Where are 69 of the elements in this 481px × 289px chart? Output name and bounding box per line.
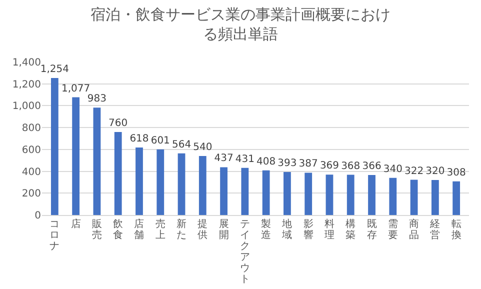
data-label: 1,254 [40,64,69,75]
x-tick-label: 転換 [450,219,462,241]
x-tick-label: 地域 [281,219,294,241]
data-label: 431 [235,154,254,165]
data-label: 760 [108,118,128,129]
y-tick-label: 1,000 [12,101,41,112]
bar [389,178,397,215]
bar [431,180,439,215]
bar [220,167,228,215]
x-tick-label: 経営 [429,219,442,241]
x-tick-label: 販売 [90,219,103,241]
data-label: 340 [383,164,402,175]
x-tick-label: テイクアウト [238,219,251,285]
chart-title: 宿泊・飲食サービス業の事業計画概要における頻出単語 [90,6,390,43]
data-label: 320 [426,166,445,178]
x-tick-label: 構築 [344,219,357,241]
y-tick-label: 1,200 [12,79,41,90]
data-label: 366 [362,161,382,172]
bar [93,108,101,215]
bar [326,174,334,215]
bar [156,149,164,215]
bar [50,78,58,215]
y-tick-label: 0 [34,210,41,222]
data-label: 540 [193,142,212,153]
bar [198,156,206,215]
x-tick-label: 展開 [218,219,230,241]
bar [410,180,418,215]
data-label: 1,077 [62,83,90,94]
bar [136,147,143,215]
x-tick-label: 需要 [386,219,399,241]
x-tick-label: 売上 [154,219,166,241]
bar [284,172,291,215]
data-label: 368 [341,160,360,172]
data-label: 437 [214,153,234,164]
bar [262,170,270,215]
y-tick-label: 800 [22,123,41,134]
x-tick-label: 店舗 [133,219,146,241]
data-label: 564 [172,139,192,150]
data-label: 369 [320,160,340,172]
y-tick-label: 200 [22,188,41,200]
bar [114,132,122,215]
data-label: 983 [87,94,107,105]
data-label: 387 [298,158,318,170]
x-tick-label: 飲食 [112,219,124,241]
x-tick-label: 店 [70,219,82,230]
y-tick-label: 1,400 [12,58,41,68]
x-tick-label: 影響 [302,219,314,241]
x-tick-label: 提供 [196,219,209,241]
x-tick-label: 既存 [366,219,378,241]
data-label: 601 [150,135,170,146]
data-label: 322 [404,166,424,177]
bar [72,97,80,215]
x-tick-label: 新た [176,219,188,241]
data-label: 393 [278,158,297,170]
y-tick-label: 400 [22,166,41,178]
x-tick-label: 料理 [323,219,336,241]
y-tick-label: 600 [22,144,41,156]
x-tick-label: 製造 [260,219,272,241]
bar [241,168,249,215]
data-label: 408 [256,156,276,168]
bar [368,175,376,215]
data-label: 618 [130,133,149,144]
x-tick-label: コロナ [48,219,61,252]
bar [346,174,354,215]
bar [452,181,460,215]
data-label: 308 [446,167,466,178]
bar [304,172,312,215]
bar [178,153,186,215]
x-tick-label: 商品 [408,219,420,241]
